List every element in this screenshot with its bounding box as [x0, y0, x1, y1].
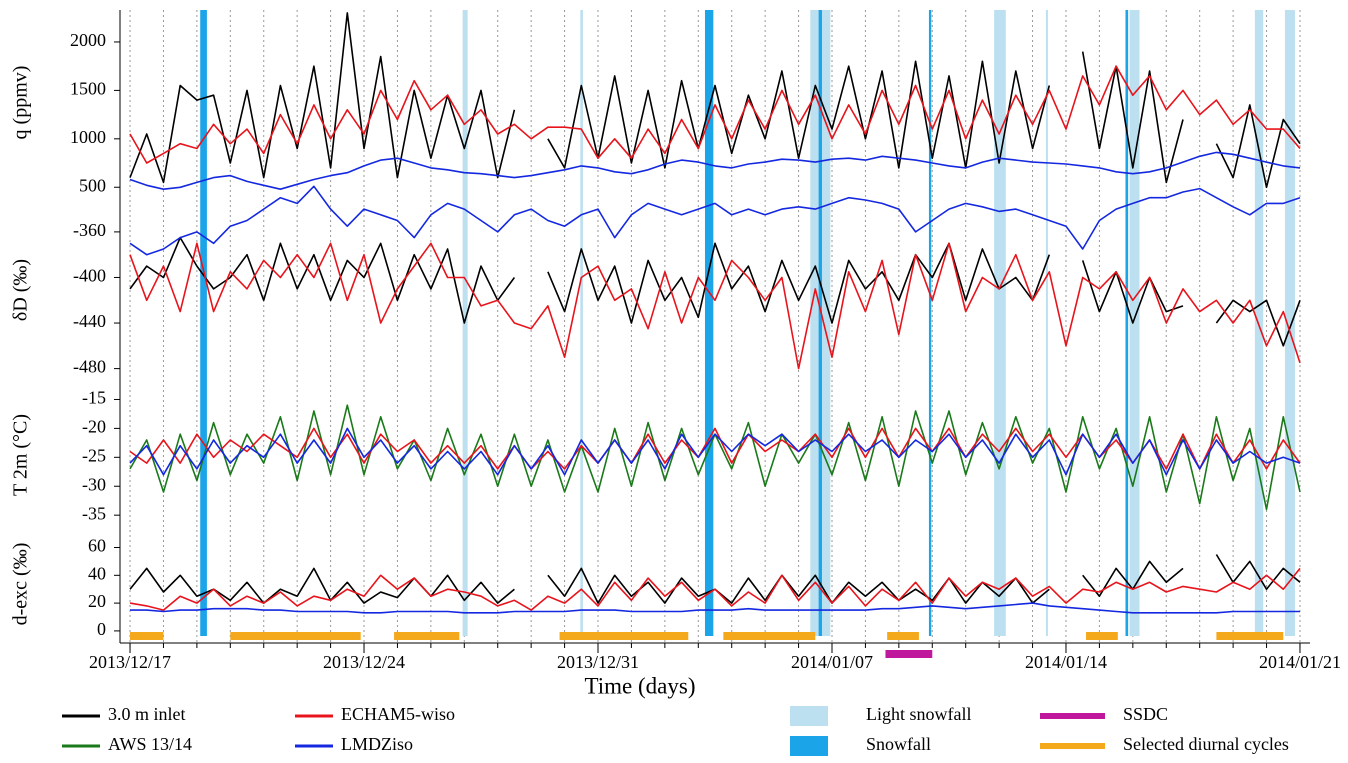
legend-label: Snowfall [866, 734, 931, 754]
x-tick-label: 2014/01/07 [791, 652, 873, 672]
y-axis-label: q (ppmv) [10, 66, 32, 140]
shading-cycle [394, 632, 460, 640]
shading-cycle [230, 632, 361, 640]
y-tick-label: -25 [82, 445, 106, 465]
legend-label: LMDZiso [341, 734, 413, 754]
shading-band [1254, 10, 1264, 636]
legend-label: AWS 13/14 [108, 734, 192, 754]
shading-cycle [559, 632, 689, 640]
x-tick-label: 2013/12/31 [557, 652, 639, 672]
y-tick-label: 20 [88, 591, 106, 611]
shading-band [1045, 10, 1048, 636]
shading-cycle [1086, 632, 1118, 640]
series-line [129, 12, 1301, 189]
legend-swatch [790, 706, 828, 726]
y-axis-label: d-exc (‰) [10, 543, 32, 626]
shading-cycle [887, 632, 919, 640]
shading-band [818, 10, 822, 636]
shading-cycle [1216, 632, 1284, 640]
y-axis-label: δD (‰) [10, 259, 32, 321]
legend-label: 3.0 m inlet [108, 704, 186, 724]
y-tick-label: -35 [82, 503, 106, 523]
legend-label: SSDC [1123, 704, 1168, 724]
shading-band [704, 10, 714, 636]
x-tick-label: 2014/01/14 [1025, 652, 1107, 672]
shading-band [200, 10, 207, 636]
shading-cycle [130, 632, 164, 640]
series-line [129, 185, 1301, 256]
y-tick-label: -30 [82, 474, 106, 494]
shading-band [1284, 10, 1295, 636]
legend-swatch [1040, 713, 1105, 719]
x-tick-label: 2013/12/17 [89, 652, 171, 672]
shading-band [1125, 10, 1129, 636]
y-tick-label: 2000 [70, 30, 106, 50]
y-tick-label: -440 [73, 311, 106, 331]
y-tick-label: 500 [79, 175, 106, 195]
shading-band [580, 10, 583, 636]
y-tick-label: 0 [97, 619, 106, 639]
series-line [129, 554, 1301, 604]
series-line [129, 151, 1301, 190]
shading-band [1129, 10, 1140, 636]
series-line [129, 567, 1301, 611]
legend-label: Selected diurnal cycles [1123, 734, 1289, 754]
series-line [129, 427, 1301, 470]
y-axis-label: T 2m (°C) [10, 414, 32, 496]
y-tick-label: -15 [82, 388, 106, 408]
legend-label: Light snowfall [866, 704, 972, 724]
x-tick-label: 2013/12/24 [323, 652, 405, 672]
series-line [129, 404, 1301, 511]
x-axis-label: Time (days) [585, 673, 696, 698]
series-line [129, 427, 1301, 476]
shading-ssdc [885, 650, 933, 658]
shading-band [994, 10, 1006, 636]
x-tick-label: 2014/01/21 [1259, 652, 1341, 672]
legend-swatch [1040, 743, 1105, 749]
series-line [129, 242, 1301, 370]
y-tick-label: -20 [82, 417, 106, 437]
y-tick-label: -360 [73, 220, 106, 240]
series-line [129, 65, 1301, 164]
y-tick-label: 60 [88, 536, 106, 556]
y-tick-label: -400 [73, 266, 106, 286]
y-tick-label: -480 [73, 357, 106, 377]
shading-cycle [723, 632, 816, 640]
series-line [129, 236, 1301, 347]
series-line [130, 602, 1300, 614]
y-tick-label: 40 [88, 563, 106, 583]
y-tick-label: 1500 [70, 79, 106, 99]
shading-band [928, 10, 932, 636]
y-tick-label: 1000 [70, 127, 106, 147]
legend-label: ECHAM5-wiso [341, 704, 455, 724]
legend-swatch [790, 736, 828, 756]
